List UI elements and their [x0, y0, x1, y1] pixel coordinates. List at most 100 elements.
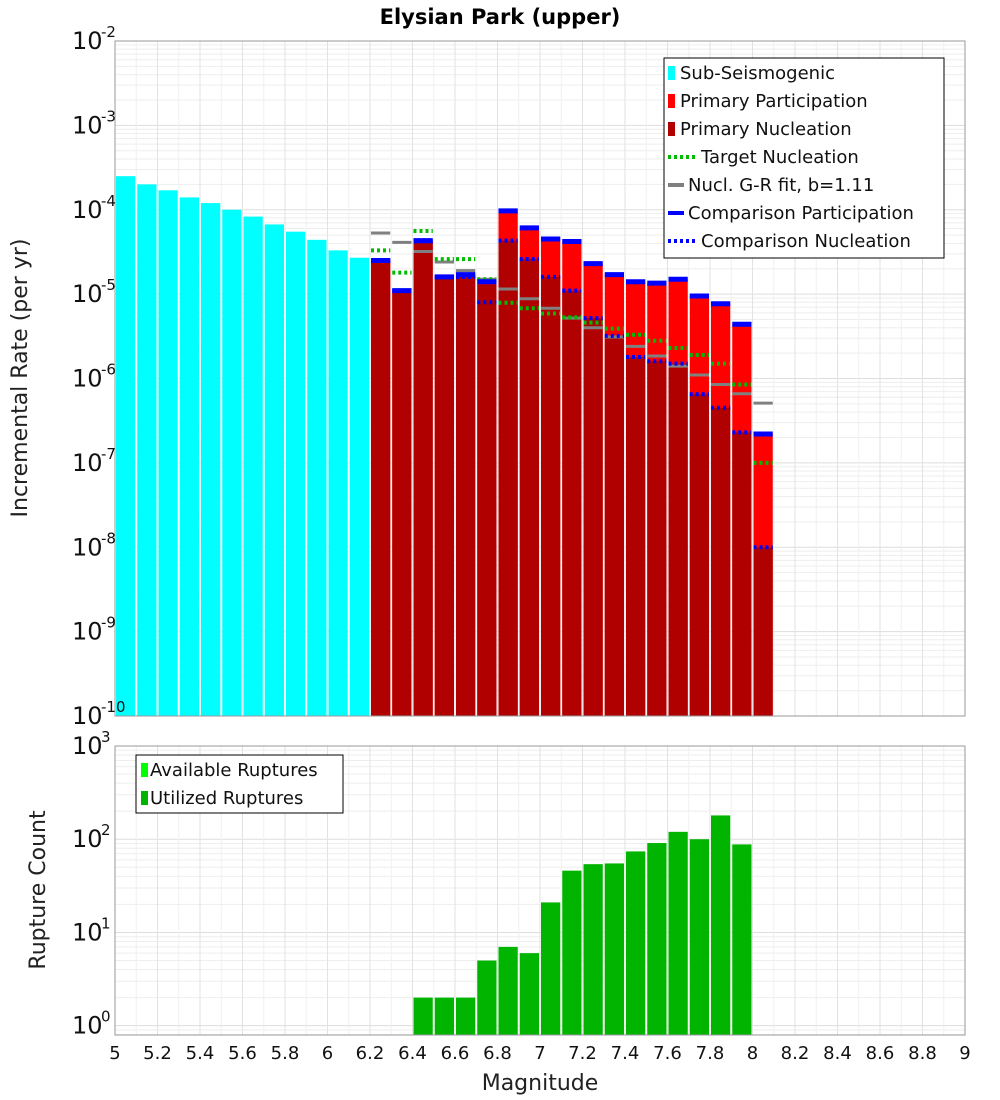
legend-label: Comparison Participation: [688, 203, 914, 224]
top-y-tick-exponent: -10: [101, 698, 126, 716]
sub-seismogenic-bar: [286, 231, 306, 716]
legend-swatch-box: [141, 763, 148, 777]
bottom-y-tick-base: 10: [72, 918, 103, 946]
bottom-y-tick-exponent: 2: [101, 821, 111, 839]
legend-swatch-box: [141, 791, 148, 805]
x-tick-label: 7.8: [696, 1043, 725, 1064]
utilized-ruptures-bar: [604, 863, 624, 1035]
utilized-ruptures-bar: [498, 946, 518, 1035]
sub-seismogenic-bar: [201, 203, 221, 716]
primary-nucleation-bar: [498, 240, 518, 717]
top-y-tick-exponent: -7: [101, 445, 116, 463]
x-tick-label: 6.6: [441, 1043, 470, 1064]
bottom-y-axis-label: Rupture Count: [26, 810, 51, 970]
bottom-legend-box: [135, 754, 344, 814]
utilized-ruptures-bar: [477, 960, 497, 1035]
sub-seismogenic-bar: [137, 184, 157, 717]
bottom-plot-gridlines: [114, 746, 966, 1036]
utilized-ruptures-bar: [647, 843, 667, 1035]
top-y-tick-base: 10: [72, 280, 103, 308]
primary-nucleation-bar: [647, 361, 667, 716]
primary-nucleation-bar: [753, 547, 773, 716]
x-tick-label: 5.8: [271, 1043, 300, 1064]
x-tick-labels: 5 5.2 5.4 5.6 5.8 6 6.2 6.4 6.6 6.8 7 7.2 7.4 7.6 7.8 8…: [109, 1043, 970, 1064]
utilized-ruptures-bar: [583, 864, 603, 1035]
top-y-tick-base: 10: [72, 449, 103, 477]
x-tick-label: 8.2: [781, 1043, 810, 1064]
top-plot-bars: [116, 176, 773, 717]
legend-swatch-box: [668, 94, 675, 108]
top-y-tick-exponent: -9: [101, 614, 116, 632]
sub-seismogenic-bar: [307, 239, 327, 716]
utilized-ruptures-bar: [626, 851, 646, 1035]
sub-seismogenic-bar: [264, 224, 284, 717]
x-tick-label: 9: [959, 1043, 970, 1064]
top-y-tick-exponent: -2: [101, 23, 116, 41]
top-y-tick-labels: 10-210-310-410-510-610-710-810-910-10: [72, 23, 126, 730]
top-legend: Sub-Seismogenic Primary Participation Prim…: [663, 57, 945, 259]
primary-nucleation-bar: [434, 276, 454, 716]
x-tick-label: 7: [534, 1043, 545, 1064]
chart-title: Elysian Park (upper): [380, 5, 621, 29]
top-y-tick-base: 10: [72, 365, 103, 393]
x-tick-label: 7.2: [568, 1043, 597, 1064]
legend-label: Comparison Nucleation: [701, 231, 911, 252]
x-tick-label: 6: [322, 1043, 333, 1064]
utilized-ruptures-bar: [434, 997, 454, 1035]
x-axis-label: Magnitude: [482, 1071, 599, 1096]
bottom-plot-frame: [114, 745, 966, 1036]
utilized-ruptures-bar: [711, 815, 731, 1035]
bottom-plot-bars: [413, 815, 752, 1035]
bottom-y-tick-exponent: 1: [101, 914, 111, 932]
primary-nucleation-bar: [732, 432, 752, 716]
top-y-tick-base: 10: [72, 702, 103, 730]
x-tick-label: 8: [747, 1043, 758, 1064]
legend-swatch-box: [668, 122, 675, 136]
primary-nucleation-bar: [562, 290, 582, 716]
primary-nucleation-bar: [541, 276, 561, 716]
top-y-tick-exponent: -6: [101, 361, 116, 379]
utilized-ruptures-bar: [456, 997, 476, 1035]
bottom-y-tick-base: 10: [72, 825, 103, 853]
primary-nucleation-bar: [456, 274, 476, 716]
x-tick-label: 5.6: [228, 1043, 257, 1064]
legend-swatch-box: [668, 66, 675, 80]
x-tick-label: 5.2: [143, 1043, 172, 1064]
x-tick-label: 7.6: [653, 1043, 682, 1064]
sub-seismogenic-bar: [222, 209, 242, 716]
bottom-y-tick-exponent: 0: [101, 1008, 111, 1026]
legend-label: Primary Participation: [680, 91, 868, 112]
primary-nucleation-bar: [689, 394, 709, 716]
top-y-tick-exponent: -5: [101, 276, 116, 294]
top-y-tick-base: 10: [72, 111, 103, 139]
x-tick-label: 6.8: [483, 1043, 512, 1064]
sub-seismogenic-bar: [349, 257, 369, 716]
sub-seismogenic-bar: [158, 190, 178, 716]
utilized-ruptures-bar: [541, 902, 561, 1035]
legend-label: Utilized Ruptures: [150, 788, 303, 809]
x-tick-label: 6.2: [356, 1043, 385, 1064]
primary-nucleation-bar: [477, 284, 497, 716]
primary-nucleation-bar: [583, 318, 603, 716]
bottom-y-tick-exponent: 3: [101, 728, 111, 746]
top-y-tick-base: 10: [72, 196, 103, 224]
utilized-ruptures-bar: [668, 831, 688, 1035]
sub-seismogenic-bar: [179, 197, 199, 717]
utilized-ruptures-bar: [413, 997, 433, 1035]
utilized-ruptures-bar: [562, 870, 582, 1035]
sub-seismogenic-bar: [328, 250, 348, 717]
top-y-tick-exponent: -4: [101, 192, 116, 210]
top-y-axis-label: Incremental Rate (per yr): [8, 239, 33, 518]
sub-seismogenic-bar: [243, 216, 263, 716]
top-y-tick-base: 10: [72, 533, 103, 561]
legend-label: Target Nucleation: [700, 147, 859, 168]
primary-nucleation-bar: [519, 259, 539, 716]
primary-nucleation-bar: [711, 407, 731, 716]
primary-nucleation-bar: [413, 241, 433, 717]
sub-seismogenic-bar: [116, 176, 136, 716]
primary-nucleation-bar: [626, 356, 646, 716]
legend-label: Primary Nucleation: [680, 119, 852, 140]
top-y-tick-exponent: -3: [101, 107, 116, 125]
